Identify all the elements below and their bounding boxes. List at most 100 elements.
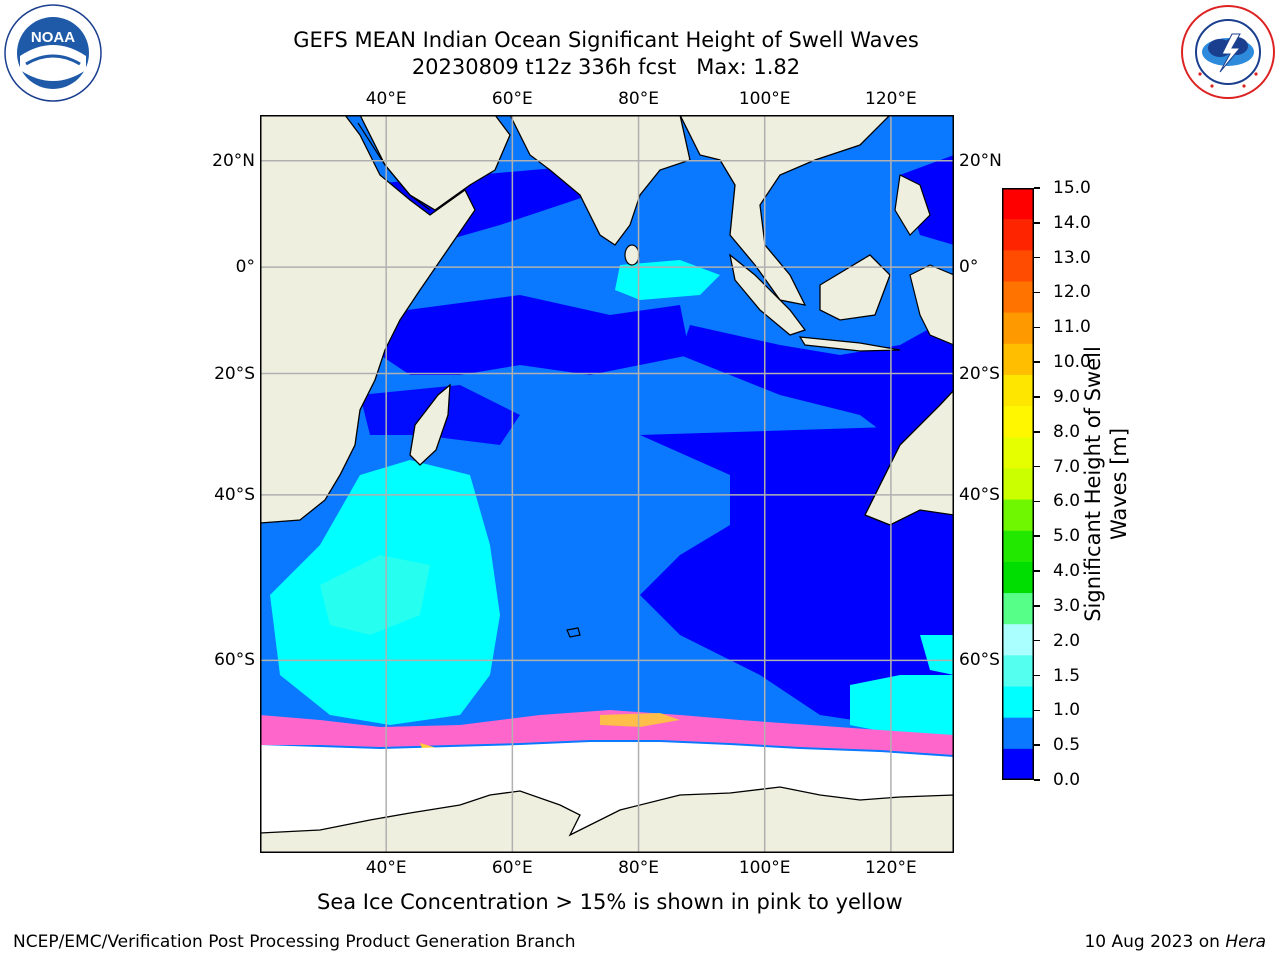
colorbar-swatch [1002, 748, 1034, 781]
lat-label-right: 20°S [959, 363, 1000, 384]
noaa-logo: NOAA [4, 4, 102, 102]
colorbar-swatch [1002, 406, 1034, 438]
colorbar-tick [1034, 465, 1040, 468]
land-philippines [894, 174, 931, 236]
land-kerguelen [566, 627, 581, 638]
colorbar-swatch [1002, 624, 1034, 656]
land-madagascar [409, 383, 451, 466]
colorbar-tick [1034, 779, 1040, 781]
colorbar-swatch [1002, 374, 1034, 407]
map-frame [260, 115, 954, 853]
colorbar-swatch [1002, 219, 1034, 251]
colorbar [1002, 188, 1034, 781]
colorbar-tick-label: 0.5 [1053, 735, 1081, 756]
colorbar-tick-label: 14.0 [1053, 212, 1091, 233]
colorbar-tick [1034, 326, 1040, 329]
lon-label-top: 80°E [618, 89, 659, 109]
lon-label-bottom: 60°E [491, 858, 533, 878]
colorbar-tick [1034, 222, 1040, 224]
colorbar-tick [1034, 744, 1040, 746]
land-sri-lanka [624, 244, 640, 266]
colorbar-tick-label: 1.5 [1053, 665, 1081, 686]
colorbar-tick-label: 3.0 [1053, 595, 1081, 616]
land-new-guinea-islands [909, 264, 954, 346]
colorbar-tick [1034, 500, 1040, 503]
lat-label-left: 20°N [212, 150, 255, 171]
sea-ice-caption: Sea Ice Concentration > 15% is shown in … [317, 890, 903, 914]
colorbar-swatch [1002, 686, 1034, 719]
lat-label-right: 0° [959, 257, 979, 278]
colorbar-tick [1034, 535, 1040, 537]
colorbar-tick [1034, 709, 1040, 712]
lon-label-top: 100°E [738, 89, 791, 109]
indian-ocean-swell-map [260, 115, 954, 853]
lon-label-bottom: 100°E [738, 858, 791, 878]
land-india [509, 115, 691, 246]
colorbar-tick [1034, 431, 1040, 433]
colorbar-tick-label: 5.0 [1053, 526, 1081, 547]
land-sumatra [729, 253, 807, 336]
colorbar-tick-label: 10.0 [1053, 352, 1091, 373]
colorbar-swatch [1002, 437, 1034, 469]
colorbar-swatch [1002, 281, 1034, 314]
colorbar-tick-label: 13.0 [1053, 247, 1091, 268]
land-borneo [819, 254, 891, 321]
noaa-logo-icon: NOAA [4, 4, 102, 102]
colorbar-tick-label: 9.0 [1053, 386, 1081, 407]
colorbar-tick [1034, 361, 1040, 363]
colorbar-tick-label: 12.0 [1053, 282, 1091, 303]
colorbar-swatch [1002, 312, 1034, 345]
lat-label-left: 60°S [214, 650, 255, 671]
land-java [798, 336, 901, 352]
lat-label-left: 20°S [214, 363, 255, 384]
colorbar-tick-label: 0.0 [1053, 770, 1081, 790]
colorbar-tick-label: 15.0 [1053, 178, 1091, 198]
colorbar-swatches [1002, 188, 1034, 781]
map-title: GEFS MEAN Indian Ocean Significant Heigh… [293, 28, 919, 52]
gridlines [260, 115, 954, 853]
colorbar-tick-label: 11.0 [1053, 317, 1091, 338]
lon-label-top: 120°E [865, 89, 917, 109]
lon-label-bottom: 40°E [365, 858, 407, 878]
colorbar-tick-label: 1.0 [1053, 700, 1081, 721]
lat-label-right: 40°S [959, 484, 1000, 505]
colorbar-tick [1034, 605, 1040, 607]
colorbar-tick-label: 8.0 [1053, 421, 1081, 442]
land-antarctica [260, 786, 954, 853]
colorbar-swatch [1002, 530, 1034, 563]
colorbar-frame [1002, 188, 1034, 780]
lat-label-left: 0° [235, 257, 255, 278]
colorbar-swatch [1002, 468, 1034, 501]
footer-host: Hera [1225, 932, 1266, 952]
colorbar-title-line1: Significant Height of Swell [1081, 346, 1105, 622]
colorbar-tick [1034, 570, 1040, 572]
colorbar-swatch [1002, 717, 1034, 750]
colorbar-swatch [1002, 561, 1034, 594]
noaa-logo-text: NOAA [31, 29, 75, 46]
lat-label-right: 20°N [959, 150, 1002, 171]
colorbar-tick [1034, 187, 1040, 189]
colorbar-swatch [1002, 188, 1034, 220]
colorbar-tick [1034, 639, 1040, 642]
footer-date: 10 Aug 2023 on Hera [1084, 932, 1266, 952]
colorbar-swatch [1002, 250, 1034, 282]
land-australia [864, 389, 954, 526]
colorbar-tick-label: 6.0 [1053, 491, 1081, 512]
land-southeast-asia [679, 115, 891, 306]
lat-label-left: 40°S [214, 484, 255, 505]
lon-label-top: 60°E [491, 89, 533, 109]
colorbar-tick-label: 4.0 [1053, 561, 1081, 582]
colorbar-tick [1034, 256, 1040, 259]
colorbar-swatch [1002, 499, 1034, 532]
lon-label-bottom: 80°E [618, 858, 659, 878]
colorbar-tick [1034, 291, 1040, 294]
colorbar-swatch [1002, 655, 1034, 688]
colorbar-tick-label: 2.0 [1053, 630, 1081, 651]
lon-label-top: 40°E [365, 89, 407, 109]
colorbar-title-line2: Waves [m] [1107, 427, 1131, 541]
land-africa [260, 115, 476, 524]
colorbar-tick [1034, 674, 1040, 677]
lat-label-right: 60°S [959, 650, 1000, 671]
national-weather-service-logo-icon [1181, 5, 1275, 99]
colorbar-swatch [1002, 593, 1034, 625]
